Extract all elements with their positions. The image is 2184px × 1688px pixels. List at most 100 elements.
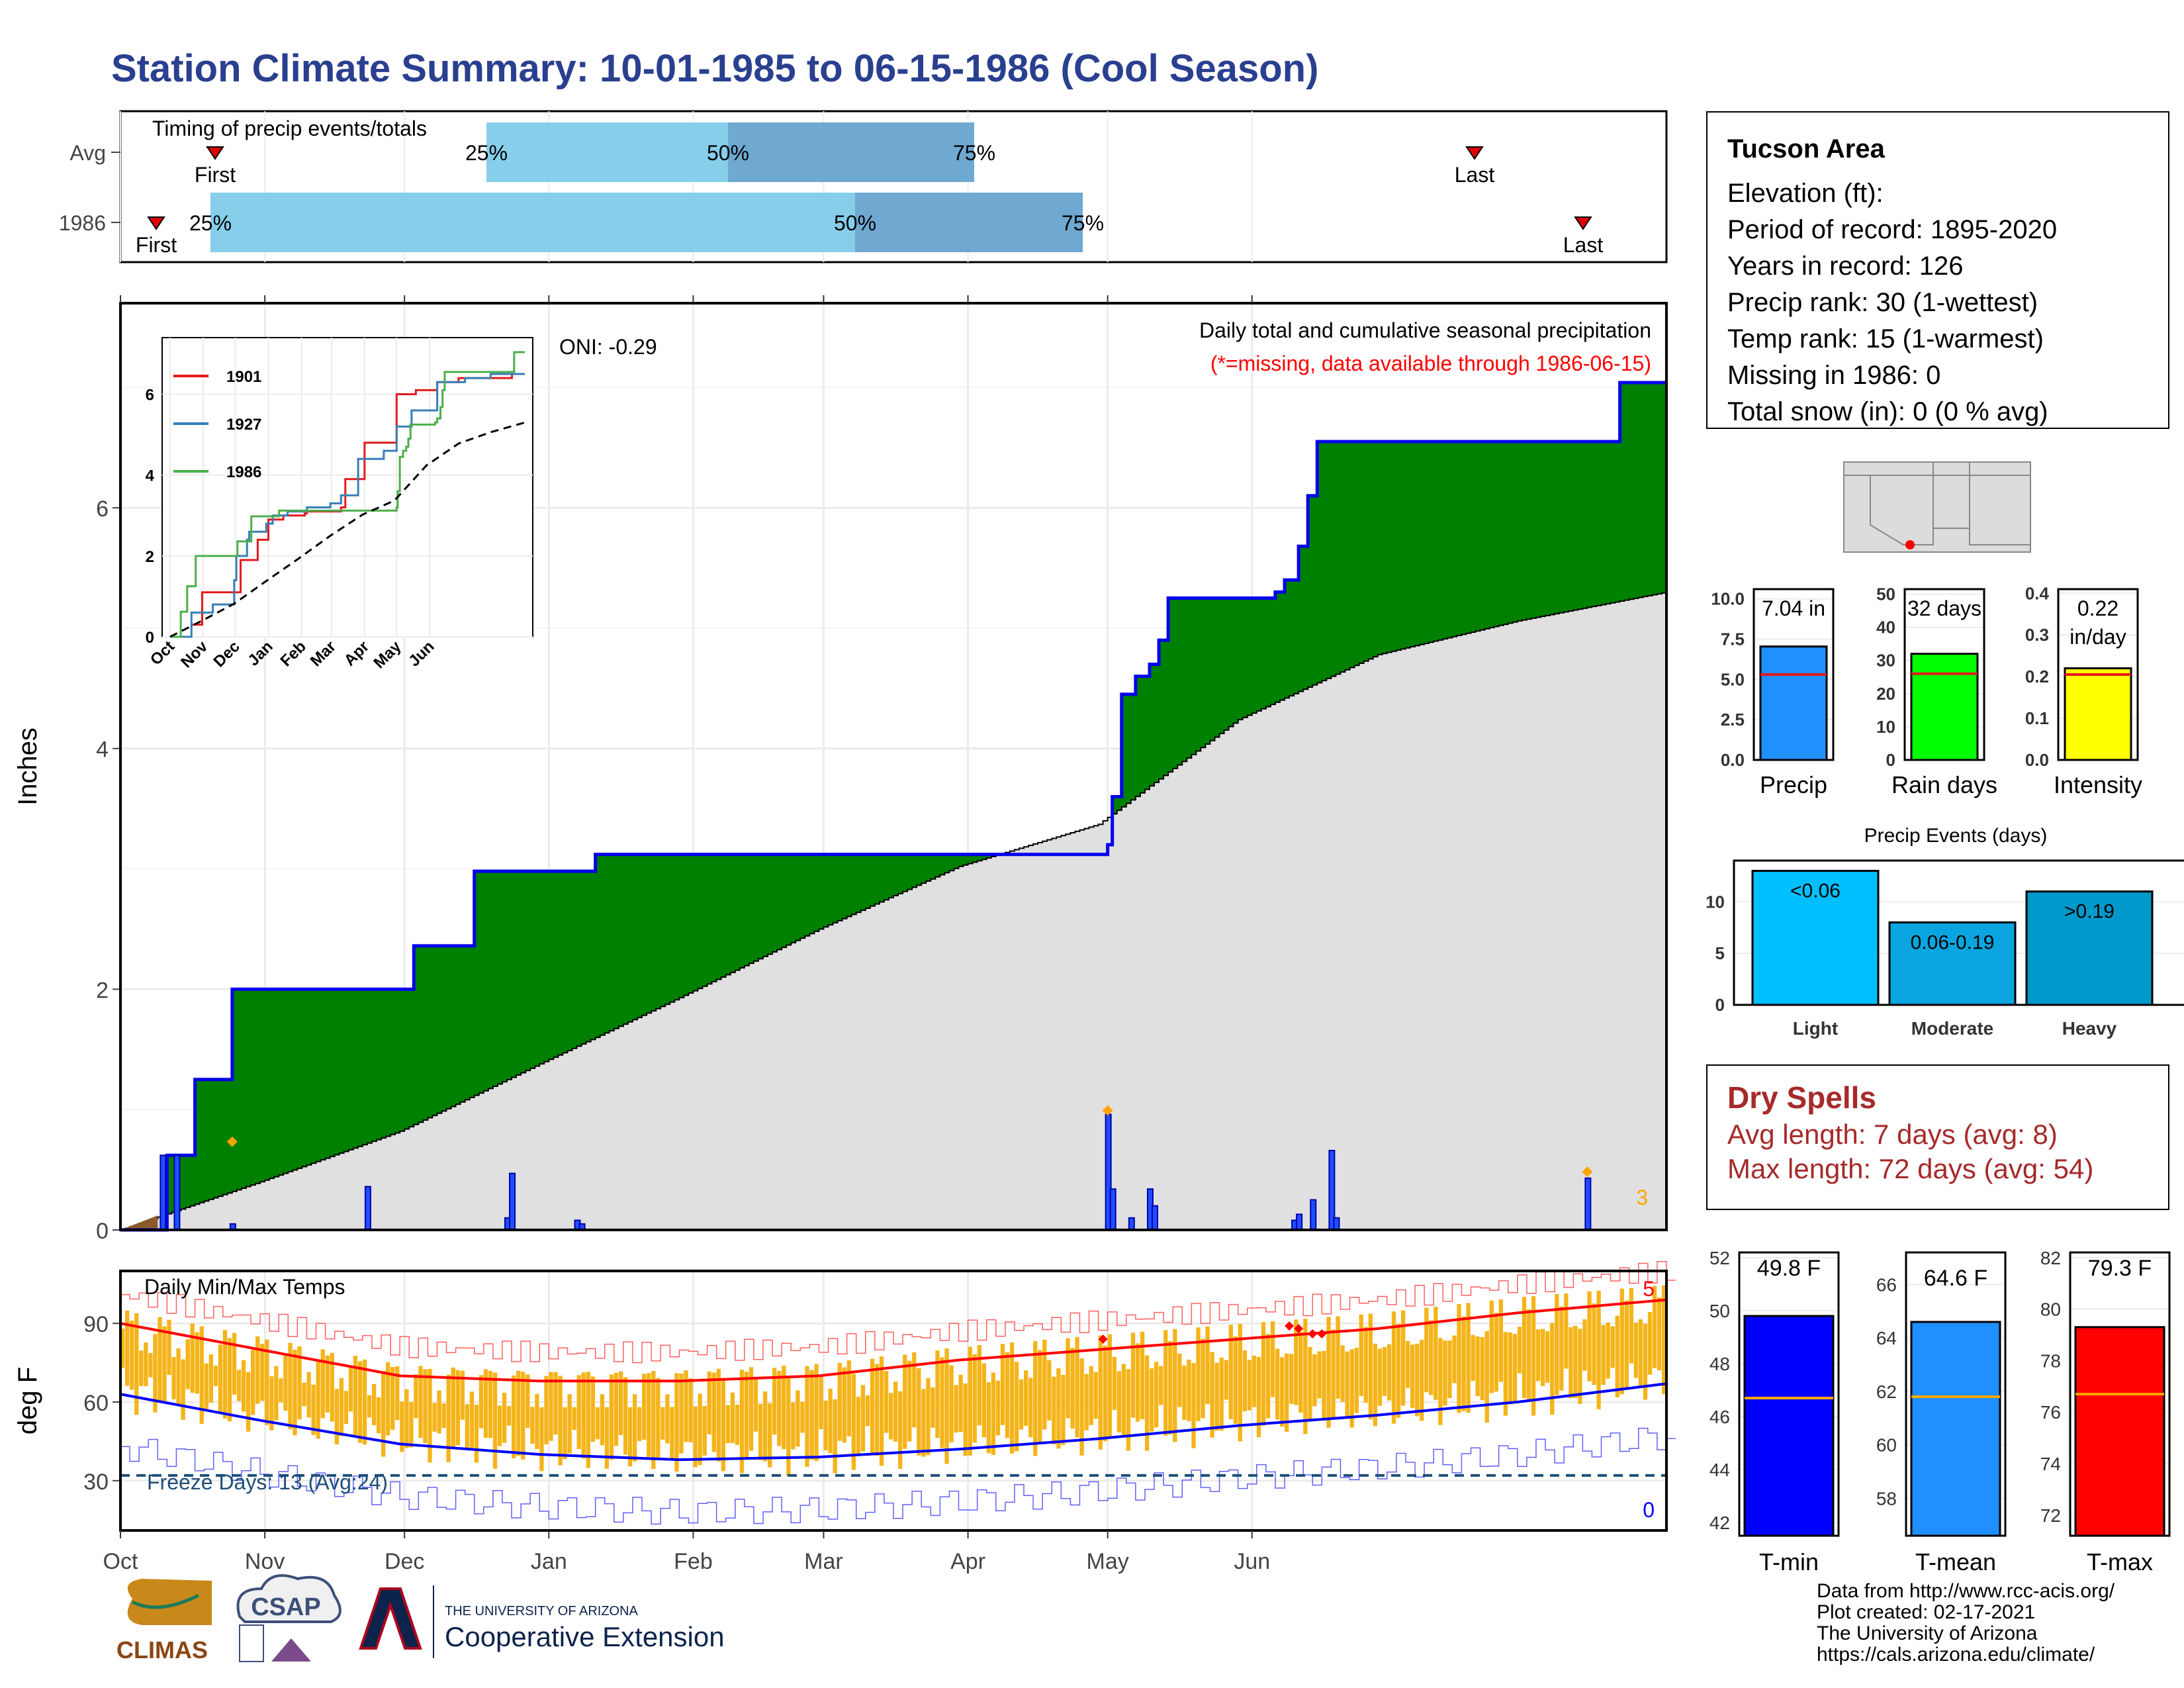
daily-temp-bar — [1256, 1356, 1261, 1438]
tbar-ytick: 48 — [1709, 1354, 1730, 1374]
daily-temp-bar — [698, 1393, 702, 1466]
tbar-ytick: 64 — [1876, 1328, 1897, 1348]
daily-temp-bar — [1261, 1322, 1266, 1426]
climas-logo-icon — [127, 1579, 212, 1625]
daily-temp-bar — [1028, 1378, 1033, 1438]
daily-temp-bar — [167, 1319, 171, 1375]
daily-temp-bar — [791, 1402, 796, 1450]
daily-temp-bar — [1349, 1349, 1354, 1428]
daily-temp-bar — [1270, 1321, 1275, 1397]
daily-temp-bar — [1433, 1306, 1438, 1400]
daily-temp-bar — [735, 1404, 740, 1445]
daily-temp-bar — [236, 1370, 242, 1401]
daily-temp-bar — [539, 1407, 544, 1472]
credit-line: The University of Arizona — [1817, 1622, 2038, 1644]
tbar-bar — [2074, 1326, 2165, 1537]
daily-temp-bar — [1075, 1336, 1079, 1438]
daily-temp-bar — [311, 1384, 316, 1435]
daily-temp-bar — [842, 1367, 846, 1443]
timing-p25: 25% — [465, 141, 508, 165]
record-high-marker — [1098, 1334, 1108, 1344]
daily-temp-bar — [977, 1345, 981, 1426]
summary-ytick: 0.1 — [2025, 708, 2049, 728]
climas-logo-icon — [131, 1593, 200, 1609]
daily-temp-bar — [283, 1355, 288, 1411]
daily-temp-bar — [758, 1403, 763, 1460]
daily-temp-bar — [1033, 1340, 1038, 1456]
timing-first-marker-label: First — [195, 163, 236, 187]
daily-temp-bar — [711, 1372, 716, 1452]
daily-precip-bar — [1310, 1199, 1317, 1231]
record-min-line — [120, 1427, 1676, 1525]
daily-temp-bar — [144, 1342, 148, 1387]
daily-temp-bar — [730, 1392, 735, 1444]
daily-precip-bar — [1128, 1217, 1135, 1231]
daily-temp-bar — [1210, 1352, 1214, 1438]
daily-temp-bar — [260, 1344, 265, 1401]
daily-temp-bar — [478, 1375, 484, 1429]
tbar-value-label: 79.3 F — [2088, 1256, 2152, 1281]
freeze-days-label: Freeze Days: 13 (Avg:24) — [147, 1470, 388, 1494]
location-map — [1843, 461, 2031, 553]
daily-temp-bar — [572, 1407, 576, 1430]
daily-temp-bar — [120, 1329, 125, 1368]
daily-temp-bar — [940, 1357, 944, 1448]
record-high-marker — [1317, 1329, 1327, 1339]
daily-temp-bar — [507, 1405, 512, 1426]
daily-temp-bar — [265, 1339, 269, 1425]
month-label: Feb — [674, 1549, 713, 1574]
event-bar-text: >0.19 — [2064, 901, 2115, 923]
daily-temp-bar — [898, 1391, 903, 1469]
daily-temp-bar — [1135, 1343, 1140, 1422]
timing-last-marker — [1465, 146, 1484, 160]
daily-temp-bar — [195, 1332, 199, 1394]
daily-temp-bar — [1173, 1329, 1177, 1442]
daily-precip-bar — [159, 1154, 167, 1231]
daily-temp-bar — [884, 1371, 889, 1433]
precip-label-1: Daily total and cumulative seasonal prec… — [1199, 318, 1651, 342]
daily-temp-bar — [1322, 1350, 1326, 1421]
climas-logo-text: CLIMAS — [116, 1636, 208, 1664]
daily-temp-bar — [707, 1371, 711, 1434]
oni-label: ONI: -0.29 — [559, 335, 657, 359]
inset-legend-label: 1927 — [226, 416, 261, 434]
daily-temp-bar — [1168, 1340, 1173, 1434]
daily-temp-bar — [833, 1399, 837, 1474]
summary-frame — [2057, 588, 2139, 761]
daily-temp-bar — [1387, 1344, 1392, 1401]
daily-temp-bar — [414, 1374, 418, 1419]
daily-temp-bar — [1298, 1331, 1303, 1413]
events-ytick: 10 — [1706, 892, 1725, 912]
daily-temp-bar — [222, 1330, 228, 1419]
summary-ytick: 10.0 — [1711, 589, 1745, 609]
daily-temp-bar — [446, 1374, 451, 1462]
daily-temp-bar — [1587, 1291, 1592, 1382]
summary-bar-intensity — [2064, 667, 2132, 761]
summary-bar-precip — [1759, 645, 1828, 761]
daily-temp-bar — [1615, 1315, 1619, 1397]
daily-temp-bar — [1541, 1329, 1545, 1386]
timing-first-marker-label: First — [136, 233, 177, 257]
timing-bar-50 — [855, 193, 1083, 252]
daily-temp-bar — [1219, 1357, 1224, 1431]
daily-temp-bar — [637, 1407, 642, 1441]
event-bar — [1751, 870, 1880, 1006]
daily-temp-bar — [1317, 1351, 1322, 1399]
summary-ytick: 40 — [1876, 618, 1895, 637]
daily-temp-bar — [716, 1368, 721, 1462]
daily-temp-bar — [521, 1372, 525, 1460]
station-location-dot — [1905, 540, 1915, 549]
precip-ytick: 6 — [96, 496, 109, 522]
daily-temp-bar — [1601, 1325, 1606, 1385]
tbar-ytick: 60 — [1876, 1435, 1897, 1456]
daily-temp-bar — [455, 1370, 460, 1446]
daily-temp-bar — [241, 1360, 246, 1412]
station-elevation: Elevation (ft): — [1727, 179, 1884, 208]
daily-temp-bar — [1047, 1360, 1052, 1421]
daily-temp-bar — [1201, 1338, 1205, 1419]
daily-precip-bar — [1109, 1188, 1116, 1231]
daily-temp-bar — [512, 1376, 516, 1458]
daily-temp-bar — [1531, 1296, 1536, 1416]
daily-temp-bar — [1457, 1304, 1461, 1413]
timing-p25: 25% — [189, 211, 232, 235]
